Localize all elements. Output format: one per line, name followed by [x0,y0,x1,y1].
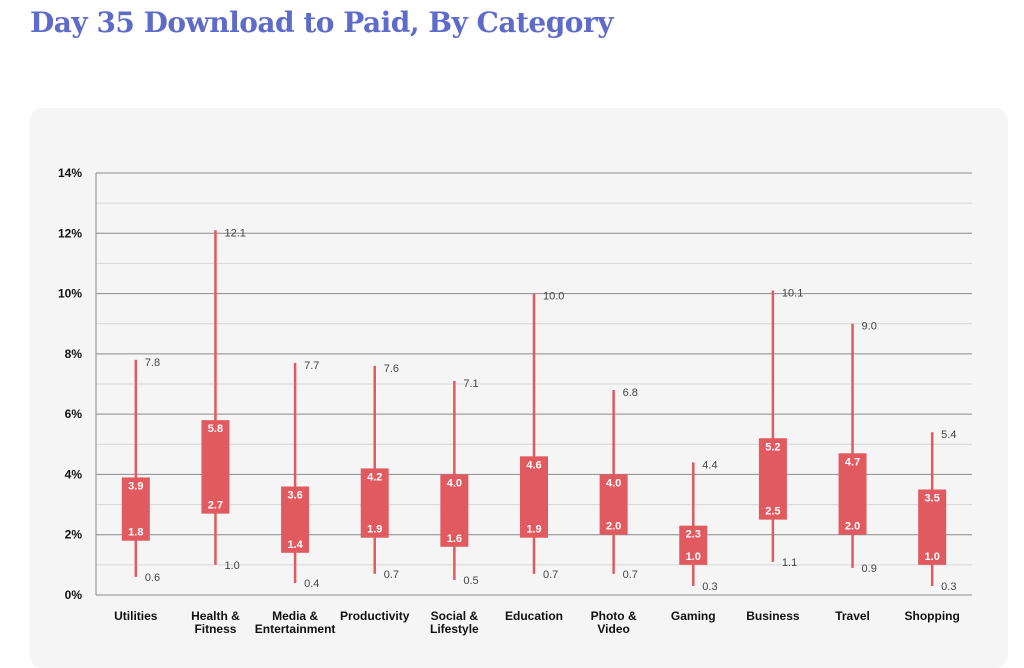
max-label: 12.1 [224,227,245,239]
max-label: 10.0 [543,291,564,303]
box [520,456,548,538]
max-label: 10.1 [782,288,803,300]
y-tick-label: 2% [65,528,83,542]
q3-label: 2.3 [686,529,701,541]
q3-label: 5.2 [765,441,780,453]
q1-label: 1.6 [447,533,462,545]
category-label: Video [597,622,629,636]
q3-label: 4.7 [845,456,860,468]
box [918,489,947,565]
box [838,453,867,535]
category-label: Lifestyle [430,622,479,636]
category-label: Entertainment [255,622,336,636]
box [440,474,469,547]
q1-label: 1.0 [925,551,940,563]
max-label: 4.4 [702,459,717,471]
q1-label: 1.4 [287,539,303,551]
category-label: Photo & [591,609,637,623]
box [758,438,787,520]
category-label: Media & [272,609,318,623]
category-label: Business [746,609,800,623]
min-label: 0.7 [384,569,399,581]
q3-label: 3.9 [128,480,143,492]
category-label: Social & [431,609,479,623]
min-label: 0.3 [941,581,956,593]
y-tick-label: 0% [65,588,83,602]
min-label: 0.9 [862,563,877,575]
chart-panel [30,108,1008,668]
q3-label: 5.8 [208,423,223,435]
q3-label: 3.6 [287,489,302,501]
q3-label: 4.0 [606,477,621,489]
min-label: 1.1 [782,557,797,569]
max-label: 7.6 [384,363,399,375]
category-label: Shopping [905,609,960,623]
q1-label: 1.9 [526,524,541,536]
box [679,525,708,565]
box [360,468,389,538]
y-tick-label: 6% [65,407,83,421]
max-label: 7.8 [145,357,160,369]
q1-label: 2.7 [208,500,223,512]
category-label: Education [505,609,563,623]
min-label: 0.7 [543,569,558,581]
min-label: 0.7 [623,569,638,581]
q3-label: 4.2 [367,471,382,483]
y-tick-label: 4% [65,467,83,481]
category-label: Productivity [340,609,410,623]
q3-label: 3.5 [925,493,940,505]
q1-label: 2.0 [606,521,621,533]
q3-label: 4.0 [447,477,462,489]
max-label: 9.0 [862,321,877,333]
q1-label: 1.8 [128,527,143,539]
box-plot-chart: 0% 2% 4% 6% 8% 10% 12% 14% 7.8 0.6 3.9 1.8 Utilities… [58,166,972,636]
max-label: 6.8 [623,387,638,399]
min-label: 0.3 [702,581,717,593]
box [599,474,628,535]
box [201,420,230,514]
category-label: Fitness [194,622,236,636]
box [281,486,310,553]
y-tick-label: 8% [65,347,83,361]
q1-label: 1.0 [686,551,701,563]
category-label: Utilities [114,609,158,623]
category-label: Travel [835,609,870,623]
min-label: 1.0 [224,560,239,572]
q1-label: 1.9 [367,524,382,536]
q3-label: 4.6 [526,459,541,471]
max-label: 7.1 [463,378,478,390]
max-label: 5.4 [941,429,956,441]
q1-label: 2.0 [845,521,860,533]
min-label: 0.4 [304,578,319,590]
min-label: 0.5 [463,575,478,587]
min-label: 0.6 [145,572,160,584]
page-title: Day 35 Download to Paid, By Category [30,6,614,39]
y-tick-label: 12% [58,226,82,240]
box [121,477,150,541]
category-label: Gaming [671,609,716,623]
category-label: Health & [191,609,240,623]
y-tick-label: 10% [58,287,82,301]
y-tick-label: 14% [58,166,82,180]
max-label: 7.7 [304,360,319,372]
q1-label: 2.5 [765,506,780,518]
